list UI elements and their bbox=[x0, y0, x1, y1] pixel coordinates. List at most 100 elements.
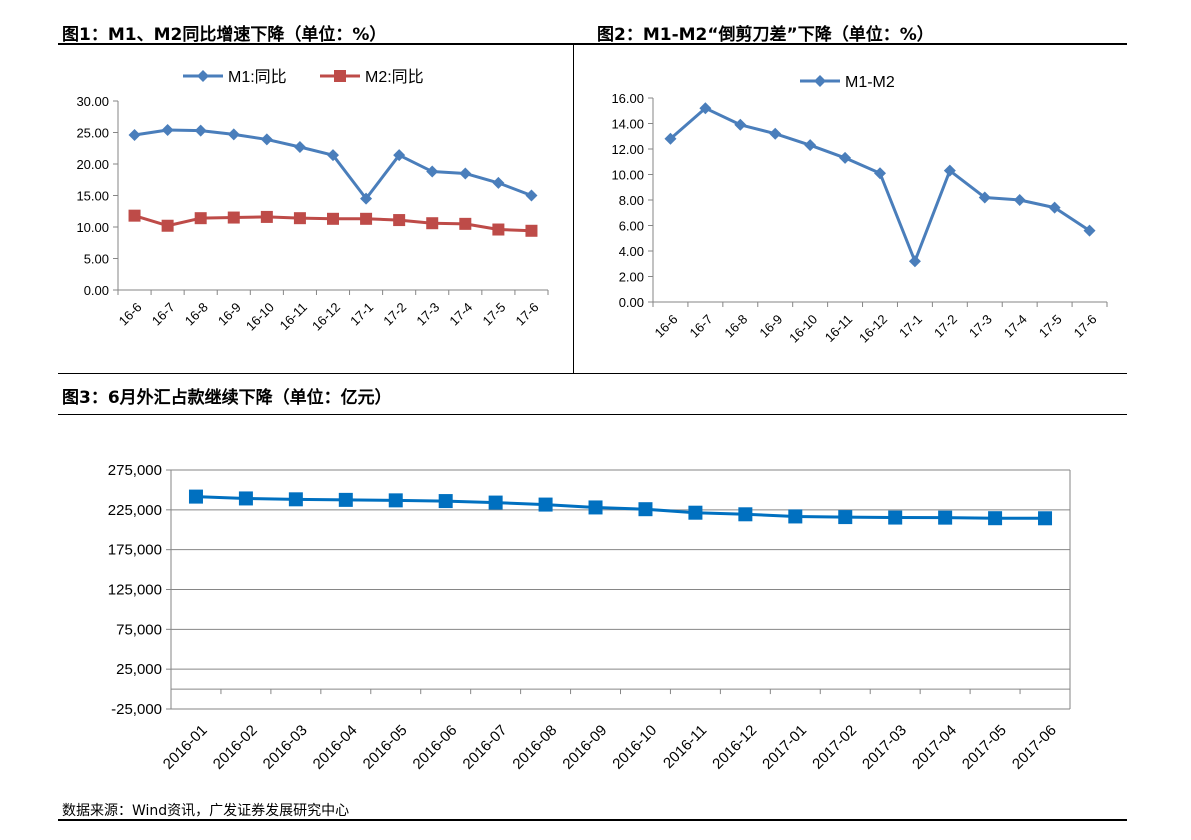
bottom-rule bbox=[58, 819, 1127, 821]
y-tick-label: 14.00 bbox=[611, 117, 644, 132]
x-tick-label: 2016-05 bbox=[360, 722, 411, 773]
data-point-1 bbox=[360, 192, 373, 205]
x-tick-label: 2017-03 bbox=[859, 722, 910, 773]
legend-label-1: M1-M2 bbox=[845, 74, 895, 91]
data-point-1 bbox=[1048, 201, 1061, 214]
y-tick-label: 225,000 bbox=[108, 502, 162, 519]
y-tick-label: 10.00 bbox=[611, 168, 644, 183]
y-tick-label: 25,000 bbox=[116, 661, 162, 678]
data-point-1 bbox=[769, 127, 782, 140]
data-point-1 bbox=[188, 489, 203, 504]
y-tick-label: 2.00 bbox=[619, 270, 644, 285]
x-tick-label: 2016-03 bbox=[260, 722, 311, 773]
y-tick-label: 16.00 bbox=[611, 91, 644, 106]
data-point-2 bbox=[161, 219, 174, 232]
data-point-1 bbox=[393, 149, 406, 162]
x-tick-label: 2017-01 bbox=[759, 722, 810, 773]
y-tick-label: 4.00 bbox=[619, 244, 644, 259]
data-point-1 bbox=[978, 191, 991, 204]
data-point-1 bbox=[588, 500, 603, 515]
data-point-1 bbox=[874, 167, 886, 180]
data-point-1 bbox=[838, 510, 853, 525]
series-line-1 bbox=[195, 495, 1046, 520]
top-rule bbox=[58, 43, 1127, 45]
y-tick-label: 175,000 bbox=[108, 542, 162, 559]
data-point-1 bbox=[459, 167, 472, 180]
panel-divider bbox=[573, 44, 574, 373]
data-point-1 bbox=[688, 505, 703, 520]
y-tick-label: 0.00 bbox=[619, 295, 644, 310]
data-point-2 bbox=[426, 217, 439, 230]
y-tick-label: -25,000 bbox=[111, 701, 162, 718]
x-tick-label: 2016-10 bbox=[609, 722, 660, 773]
data-point-1 bbox=[1038, 511, 1053, 526]
data-point-1 bbox=[194, 124, 207, 137]
chart1-title: 图1：M1、M2同比增速下降（单位：%） bbox=[62, 25, 387, 45]
data-point-2 bbox=[293, 212, 306, 225]
data-point-1 bbox=[327, 149, 339, 162]
x-tick-label: 2016-02 bbox=[210, 722, 261, 773]
data-point-1 bbox=[492, 176, 505, 189]
y-tick-label: 5.00 bbox=[84, 252, 109, 267]
legend-label-1: M1:同比 bbox=[228, 68, 287, 86]
x-tick-label: 2016-04 bbox=[310, 722, 361, 773]
data-point-1 bbox=[538, 497, 553, 512]
data-point-2 bbox=[128, 209, 141, 222]
data-point-2 bbox=[227, 211, 240, 224]
y-tick-label: 10.00 bbox=[76, 220, 109, 235]
data-point-1 bbox=[227, 128, 240, 141]
data-point-2 bbox=[327, 212, 339, 225]
data-point-1 bbox=[664, 132, 677, 145]
data-point-1 bbox=[888, 510, 903, 525]
legend-marker-1 bbox=[814, 75, 826, 87]
chart2-title: 图2：M1-M2“倒剪刀差”下降（单位：%） bbox=[597, 25, 934, 45]
data-point-2 bbox=[393, 214, 406, 227]
data-point-2 bbox=[360, 212, 373, 225]
y-tick-label: 12.00 bbox=[611, 142, 644, 157]
data-point-1 bbox=[738, 507, 753, 522]
y-tick-label: 20.00 bbox=[76, 157, 109, 172]
data-point-1 bbox=[525, 189, 538, 202]
data-point-1 bbox=[293, 140, 306, 153]
data-point-1 bbox=[804, 139, 817, 152]
data-point-1 bbox=[426, 165, 439, 178]
data-point-1 bbox=[161, 123, 174, 136]
data-point-1 bbox=[908, 255, 921, 268]
data-point-2 bbox=[459, 217, 472, 230]
data-point-1 bbox=[388, 493, 403, 508]
y-tick-label: 25.00 bbox=[76, 126, 109, 141]
data-point-1 bbox=[943, 164, 956, 177]
data-point-1 bbox=[788, 509, 803, 524]
x-tick-label: 2016-11 bbox=[660, 722, 710, 772]
legend-marker-1 bbox=[197, 70, 209, 82]
data-point-1 bbox=[288, 492, 303, 507]
data-point-1 bbox=[638, 502, 653, 517]
middle-rule bbox=[58, 373, 1127, 374]
legend-label-2: M2:同比 bbox=[365, 68, 424, 86]
y-tick-label: 0.00 bbox=[84, 283, 109, 298]
data-point-1 bbox=[734, 118, 747, 131]
x-tick-label: 2016-09 bbox=[559, 722, 610, 773]
data-point-1 bbox=[488, 495, 503, 510]
data-point-1 bbox=[1083, 224, 1096, 237]
x-tick-label: 2016-01 bbox=[160, 722, 211, 773]
section-rule bbox=[58, 414, 1127, 415]
data-point-1 bbox=[988, 511, 1003, 526]
source-note: 数据来源：Wind资讯，广发证券发展研究中心 bbox=[62, 803, 350, 819]
x-tick-label: 2017-06 bbox=[1009, 722, 1060, 773]
data-point-1 bbox=[699, 102, 712, 115]
data-point-1 bbox=[438, 494, 453, 509]
data-point-2 bbox=[260, 210, 273, 223]
chart3-title: 图3：6月外汇占款继续下降（单位：亿元） bbox=[62, 388, 392, 408]
data-point-1 bbox=[238, 491, 253, 506]
data-point-1 bbox=[128, 129, 141, 142]
data-point-1 bbox=[338, 492, 353, 507]
legend-marker-2 bbox=[334, 70, 346, 82]
x-tick-label: 2016-06 bbox=[410, 722, 461, 773]
data-point-1 bbox=[839, 151, 852, 164]
x-tick-label: 2017-02 bbox=[809, 722, 860, 773]
x-tick-label: 2016-07 bbox=[460, 722, 511, 773]
